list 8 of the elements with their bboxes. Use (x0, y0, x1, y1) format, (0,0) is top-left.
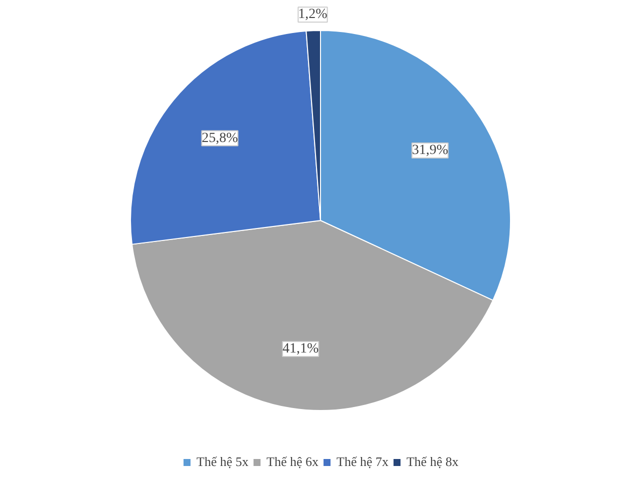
legend-label: Thế hệ 6x (266, 454, 318, 470)
data-label: 31,9% (412, 143, 448, 158)
legend-label: Thế hệ 8x (406, 454, 458, 470)
data-label: 41,1% (282, 341, 319, 356)
legend-label: Thế hệ 5x (196, 454, 249, 470)
data-label: 25,8% (202, 130, 238, 146)
data-label: 1,2% (298, 7, 328, 22)
legend-label: Thế hệ 7x (336, 454, 388, 470)
